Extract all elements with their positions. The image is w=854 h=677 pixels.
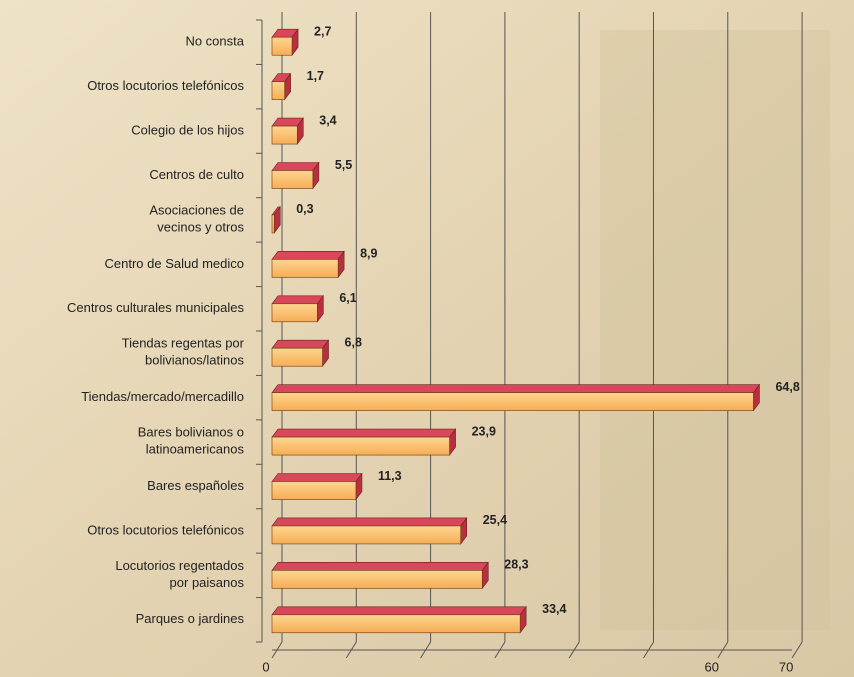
y-tick-label: Bares españoles <box>147 478 244 493</box>
bar-front <box>271 614 521 634</box>
bar-front <box>271 170 314 189</box>
bar <box>271 161 320 190</box>
y-tick-label: Parques o jardines <box>136 611 245 626</box>
bar-top <box>271 339 330 349</box>
bar-top <box>271 384 761 393</box>
y-tick-label: Centro de Salud medico <box>105 256 244 271</box>
bar <box>271 72 292 101</box>
bar <box>271 517 468 545</box>
bar-front <box>271 347 323 367</box>
bar <box>271 250 345 279</box>
bar <box>271 117 304 145</box>
bar-top <box>271 517 468 527</box>
bar-top <box>271 606 527 616</box>
value-label: 8,9 <box>360 247 377 261</box>
bar <box>271 206 281 234</box>
value-label: 64,8 <box>775 380 799 394</box>
bar-front <box>271 214 275 234</box>
bar-front <box>271 125 298 145</box>
y-tick-label: No consta <box>185 34 244 49</box>
bar-front <box>271 481 357 500</box>
y-tick-label: Colegio de los hijos <box>131 123 244 138</box>
bar <box>271 561 489 590</box>
bar <box>271 428 457 456</box>
bar-front <box>271 36 293 56</box>
bar <box>271 28 299 57</box>
bar-front <box>271 525 462 545</box>
x-tick-label: 70 <box>779 659 793 674</box>
bar-top <box>271 562 489 571</box>
value-label: 0,3 <box>296 202 313 216</box>
bar <box>271 383 761 412</box>
value-label: 25,4 <box>483 513 507 527</box>
value-label: 2,7 <box>314 25 331 39</box>
x-tick-label: 60 <box>705 659 719 674</box>
bar <box>271 294 324 323</box>
value-label: 33,4 <box>542 602 566 616</box>
bar-top <box>271 162 320 171</box>
bar-front <box>271 303 318 323</box>
bar-front <box>271 259 339 278</box>
y-tick-label: Centros de culto <box>149 167 244 182</box>
bar-front <box>271 436 450 456</box>
bar <box>271 472 363 501</box>
y-tick-label: Tiendas/mercado/mercadillo <box>81 389 244 404</box>
value-label: 6,1 <box>339 291 356 305</box>
value-label: 3,4 <box>319 113 336 127</box>
value-label: 6,8 <box>345 336 362 350</box>
bar <box>271 339 330 368</box>
value-label: 23,9 <box>472 424 496 438</box>
x-tick <box>791 641 803 659</box>
y-tick-label: Locutorios regentados por paisanos <box>115 558 244 590</box>
y-tick-label: Otros locutorios telefónicos <box>87 78 244 93</box>
bar-front <box>271 392 754 411</box>
bar-front <box>271 570 483 589</box>
y-tick-label: Bares bolivianos o latinoamericanos <box>138 425 245 457</box>
x-tick-label: 0 <box>262 659 269 674</box>
bar-top <box>271 251 345 260</box>
bar-top <box>271 295 324 305</box>
background-shape <box>600 30 830 630</box>
y-tick-label: Asociaciones de vecinos y otros <box>149 203 244 235</box>
bar-front <box>271 81 285 100</box>
value-label: 11,3 <box>378 469 402 483</box>
bar-top <box>271 473 363 482</box>
bar-top <box>271 428 457 438</box>
value-label: 5,5 <box>335 158 352 172</box>
y-tick-label: Centros culturales municipales <box>67 300 245 315</box>
bar <box>271 605 527 634</box>
value-label: 1,7 <box>307 69 324 83</box>
value-label: 28,3 <box>504 558 528 572</box>
y-tick-label: Otros locutorios telefónicos <box>87 522 244 537</box>
y-tick-label: Tiendas regentas por bolivianos/latinos <box>122 336 245 368</box>
